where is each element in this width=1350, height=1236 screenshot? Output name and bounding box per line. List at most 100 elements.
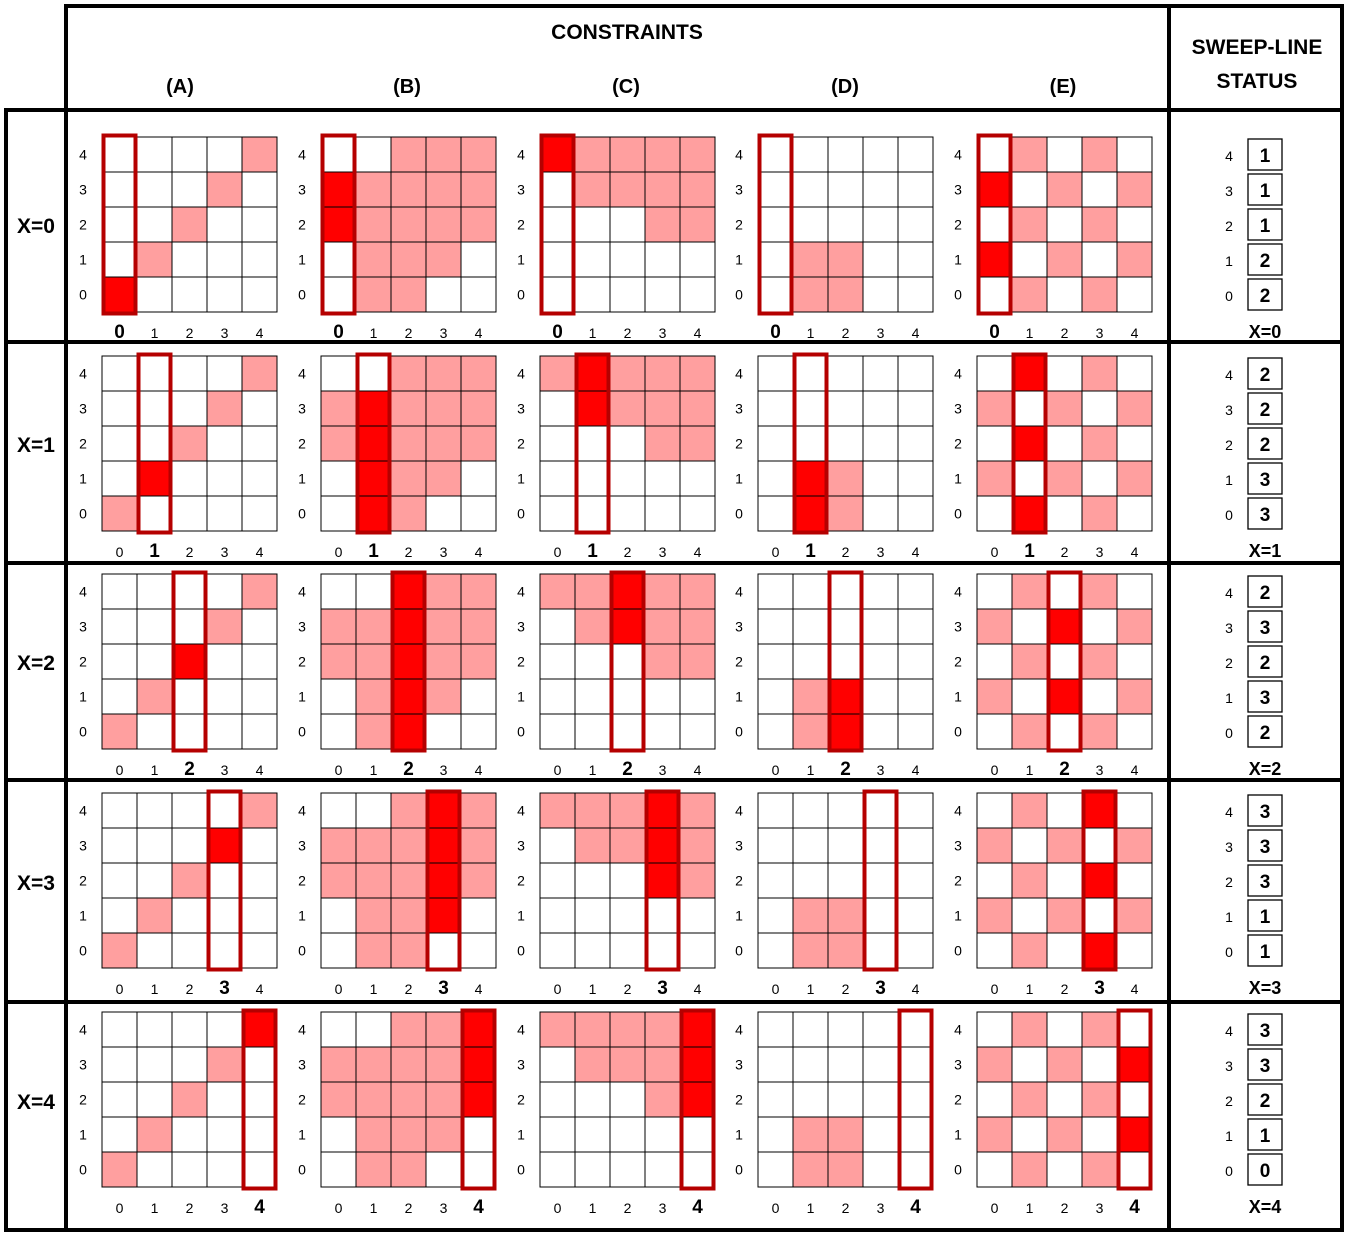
blocked-hit-cell <box>171 643 208 680</box>
panel-d-x1: 0 1 2 3 4 0 1 2 3 4 <box>735 352 934 562</box>
grid-cell <box>101 355 138 392</box>
grid-cell <box>1046 862 1083 899</box>
grid-cell <box>1081 241 1118 278</box>
forbidden-cell <box>171 1081 208 1118</box>
y-tick-label: 1 <box>517 471 525 487</box>
x-tick-label: 0 <box>116 544 124 560</box>
forbidden-cell <box>355 713 392 750</box>
status-y-tick: 4 <box>1225 585 1233 601</box>
grid-cell <box>792 792 829 829</box>
forbidden-cell <box>976 1116 1013 1153</box>
forbidden-cell <box>320 862 357 899</box>
forbidden-cell <box>171 862 208 899</box>
grid-cell <box>862 678 899 715</box>
y-tick-label: 1 <box>517 908 525 924</box>
x-tick-label: 2 <box>405 981 413 997</box>
y-tick-label: 1 <box>735 471 743 487</box>
grid-cell <box>320 792 357 829</box>
grid-cell <box>757 136 794 173</box>
grid-cell <box>976 792 1013 829</box>
grid-cell <box>136 495 173 532</box>
y-tick-label: 4 <box>517 803 525 819</box>
grid-cell <box>539 932 576 969</box>
forbidden-cell <box>390 425 427 462</box>
sweep-line-status-column: 2 0 2 1 1 2 1 3 1 4 X=0 3 0 3 1 2 2 2 3 2 4 X=1 2 0 3 1 2 2 3 3 2 4 X=2 1… <box>1225 138 1283 1217</box>
grid-cell <box>101 608 138 645</box>
grid-cell <box>609 862 646 899</box>
x-tick-label: 1 <box>151 325 159 341</box>
forbidden-cell <box>827 1151 864 1188</box>
grid-cell <box>171 678 208 715</box>
grid-cell <box>1116 206 1153 243</box>
grid-cell <box>976 206 1013 243</box>
y-tick-label: 0 <box>79 724 87 740</box>
status-value: 3 <box>1260 505 1271 526</box>
forbidden-cell <box>679 862 716 899</box>
grid-cell <box>1011 678 1048 715</box>
grid-cell <box>609 1116 646 1153</box>
forbidden-cell <box>460 425 497 462</box>
y-tick-label: 4 <box>79 1022 87 1038</box>
panel-e-x1: 0 1 2 3 4 0 1 2 3 4 <box>954 352 1153 562</box>
y-tick-label: 3 <box>954 619 962 635</box>
forbidden-cell <box>679 608 716 645</box>
x-tick-label: 4 <box>475 981 483 997</box>
x-tick-label: 1 <box>589 325 597 341</box>
grid-cell <box>101 171 138 208</box>
grid-cell <box>644 460 681 497</box>
grid-cell <box>206 643 243 680</box>
grid-cell <box>136 643 173 680</box>
y-tick-label: 4 <box>79 584 87 600</box>
grid-cell <box>1116 643 1153 680</box>
grid-cell <box>320 678 357 715</box>
x-tick-label: 2 <box>405 325 413 341</box>
y-tick-label: 3 <box>735 619 743 635</box>
forbidden-cell <box>101 932 138 969</box>
forbidden-cell <box>390 1116 427 1153</box>
grid-cell <box>171 713 208 750</box>
grid-cell <box>976 713 1013 750</box>
status-box <box>1247 462 1283 495</box>
grid-cell <box>862 827 899 864</box>
grid-cell <box>1011 897 1048 934</box>
grid-cell <box>792 355 829 392</box>
y-tick-label: 3 <box>298 1057 306 1073</box>
status-y-tick: 1 <box>1225 909 1233 925</box>
y-tick-label: 3 <box>79 1057 87 1073</box>
grid-cell <box>862 792 899 829</box>
y-tick-label: 4 <box>79 803 87 819</box>
y-tick-label: 3 <box>298 619 306 635</box>
grid-cell <box>827 643 864 680</box>
y-tick-label: 1 <box>517 689 525 705</box>
forbidden-cell <box>355 643 392 680</box>
sweep-column-outline <box>609 570 646 753</box>
grid-cell <box>320 932 357 969</box>
y-tick-label: 3 <box>954 838 962 854</box>
grid-cell <box>241 713 278 750</box>
x-tick-label: 4 <box>1131 981 1139 997</box>
blocked-hit-cell <box>390 608 427 645</box>
x-tick-label-sweep: 0 <box>114 322 125 343</box>
panel-a-x1: 0 1 2 3 4 0 1 2 3 4 <box>79 352 278 562</box>
x-tick-label: 3 <box>659 544 667 560</box>
grid-cell <box>976 643 1013 680</box>
blocked-hit-cell <box>320 206 357 243</box>
x-tick-label: 4 <box>1131 762 1139 778</box>
y-tick-label: 2 <box>517 873 525 889</box>
grid-cell <box>976 1081 1013 1118</box>
grid-cell <box>757 643 794 680</box>
grid-cell <box>206 206 243 243</box>
sweep-column-outline <box>136 352 173 535</box>
grid-cell <box>460 932 497 969</box>
y-tick-label: 4 <box>298 1022 306 1038</box>
blocked-hit-cell <box>390 573 427 610</box>
grid-cell <box>101 1081 138 1118</box>
grid-cell <box>460 460 497 497</box>
x-tick-label: 2 <box>405 1200 413 1216</box>
y-tick-label: 4 <box>517 584 525 600</box>
grid-cell <box>460 897 497 934</box>
blocked-hit-cell <box>976 241 1013 278</box>
grid-cell <box>1116 862 1153 899</box>
grid-cell <box>897 897 934 934</box>
status-box <box>1247 899 1283 932</box>
